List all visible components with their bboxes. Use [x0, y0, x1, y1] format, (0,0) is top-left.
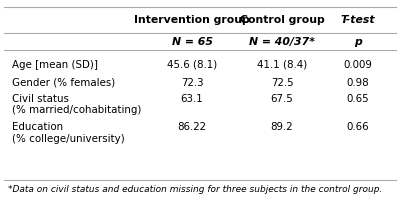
- Text: 45.6 (8.1): 45.6 (8.1): [167, 60, 217, 70]
- Text: 67.5: 67.5: [271, 94, 293, 103]
- Text: T-test: T-test: [341, 15, 375, 25]
- Text: (% college/university): (% college/university): [12, 134, 125, 144]
- Text: Control group: Control group: [240, 15, 324, 25]
- Text: (% married/cohabitating): (% married/cohabitating): [12, 105, 141, 115]
- Text: 0.65: 0.65: [347, 94, 369, 103]
- Text: Intervention group: Intervention group: [134, 15, 250, 25]
- Text: N = 65: N = 65: [172, 37, 212, 47]
- Text: 72.3: 72.3: [181, 78, 203, 88]
- Text: 41.1 (8.4): 41.1 (8.4): [257, 60, 307, 70]
- Text: Civil status: Civil status: [12, 94, 69, 103]
- Text: p: p: [354, 37, 362, 47]
- Text: 63.1: 63.1: [181, 94, 203, 103]
- Text: 0.009: 0.009: [344, 60, 372, 70]
- Text: Education: Education: [12, 122, 63, 132]
- Text: 0.98: 0.98: [347, 78, 369, 88]
- Text: Gender (% females): Gender (% females): [12, 78, 115, 88]
- Text: *Data on civil status and education missing for three subjects in the control gr: *Data on civil status and education miss…: [8, 185, 382, 194]
- Text: 0.66: 0.66: [347, 122, 369, 132]
- Text: 72.5: 72.5: [271, 78, 293, 88]
- Text: Age [mean (SD)]: Age [mean (SD)]: [12, 60, 98, 70]
- Text: N = 40/37*: N = 40/37*: [249, 37, 315, 47]
- Text: 86.22: 86.22: [178, 122, 206, 132]
- Text: 89.2: 89.2: [271, 122, 293, 132]
